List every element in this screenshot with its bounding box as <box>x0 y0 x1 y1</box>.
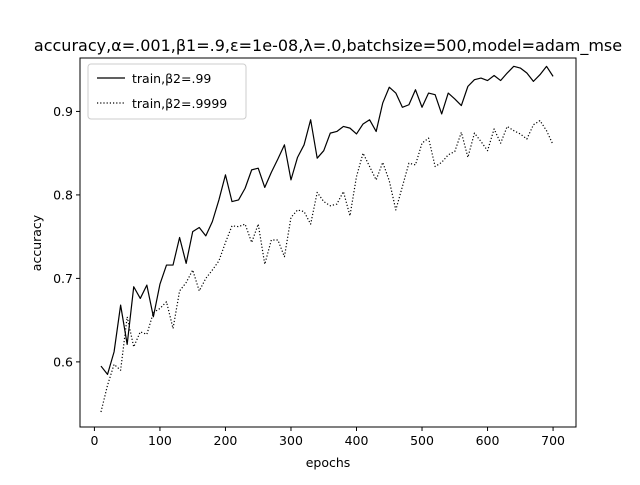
legend-label-beta2-09999: train,β2=.9999 <box>132 96 227 111</box>
y-tick-label: 0.7 <box>53 271 73 286</box>
y-tick-label: 0.8 <box>53 187 73 202</box>
x-tick-label: 400 <box>345 433 369 448</box>
x-tick-label: 600 <box>476 433 500 448</box>
legend: train,β2=.99 train,β2=.9999 <box>87 63 247 120</box>
x-tick-label: 0 <box>90 433 98 448</box>
legend-frame <box>87 63 247 120</box>
plot-layer <box>100 65 554 413</box>
y-axis-label: accuracy <box>29 214 44 271</box>
x-tick-label: 300 <box>279 433 303 448</box>
axis-layer: 0 100 200 300 400 500 600 700 0.6 0.7 0.8 0.9 <box>53 57 577 448</box>
legend-label-beta2-099: train,β2=.99 <box>132 71 211 86</box>
plot-frame <box>79 57 577 428</box>
series-line-0 <box>100 65 554 375</box>
y-tick-label: 0.9 <box>53 104 73 119</box>
y-tick-label: 0.6 <box>53 354 73 369</box>
chart-title: accuracy,α=.001,β1=.9,ε=1e-08,λ=.0,batch… <box>34 36 622 56</box>
x-tick-label: 100 <box>148 433 172 448</box>
x-axis-label: epochs <box>306 455 351 470</box>
x-tick-label: 700 <box>541 433 565 448</box>
x-tick-label: 200 <box>214 433 238 448</box>
series-line-1 <box>100 120 554 413</box>
x-tick-label: 500 <box>410 433 434 448</box>
